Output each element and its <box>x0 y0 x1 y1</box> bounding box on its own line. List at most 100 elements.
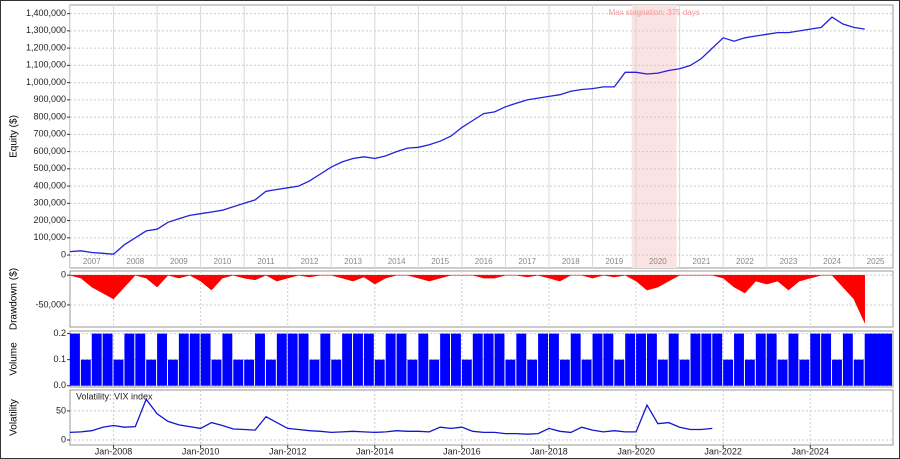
year-label: 2019 <box>605 257 623 266</box>
x-tick-label: Jan-2016 <box>443 446 481 456</box>
volume-bar <box>614 359 625 386</box>
volume-bar <box>157 333 167 386</box>
volume-bar <box>483 333 494 386</box>
volume-bar <box>91 333 102 386</box>
volume-bar <box>461 359 472 386</box>
annotation: Max stagnation: 375 days <box>609 8 700 17</box>
y-tick-label: 300,000 <box>33 198 66 208</box>
volume-bar <box>429 359 440 386</box>
line <box>70 397 713 435</box>
y-tick-label: 800,000 <box>33 111 66 121</box>
volume-bar <box>374 359 385 386</box>
year-label: 2007 <box>83 257 101 266</box>
volume-bar <box>494 333 505 386</box>
volume-bar <box>832 359 842 386</box>
volume-bar <box>298 333 309 386</box>
volume-bar <box>516 333 527 386</box>
volume-bar <box>712 333 723 386</box>
plot-area <box>69 389 894 446</box>
volume-bar <box>276 333 287 386</box>
year-label: 2010 <box>214 257 232 266</box>
volume-bar <box>113 359 124 386</box>
year-label: 2024 <box>823 257 841 266</box>
volume-bar <box>581 359 592 386</box>
volume-bar <box>265 359 276 386</box>
y-tick-label: 0 <box>61 270 66 280</box>
volume-bar <box>679 359 690 386</box>
volume-bar <box>668 333 679 386</box>
year-label: 2020 <box>649 257 667 266</box>
volume-bar <box>80 359 91 386</box>
volume-bar <box>777 359 788 386</box>
x-tick-label: Jan-2024 <box>791 446 829 456</box>
volume-bar <box>102 333 113 386</box>
x-tick-label: Jan-2010 <box>182 446 220 456</box>
volume-bar <box>701 333 712 386</box>
volume-bar <box>331 359 342 386</box>
volume-bar <box>233 359 244 386</box>
volume-bar <box>853 359 864 386</box>
y-tick-label: 1,300,000 <box>26 25 66 35</box>
volume-bar <box>124 333 135 386</box>
volume-bar <box>734 333 744 386</box>
volume-bar <box>407 359 418 386</box>
year-label: 2015 <box>431 257 449 266</box>
y-tick-label: 0 <box>61 434 66 444</box>
volume-bar <box>342 333 353 386</box>
volume-bar <box>440 333 451 386</box>
x-tick-label: Jan-2012 <box>269 446 307 456</box>
volume-bar <box>548 333 559 386</box>
y-tick-label: 900,000 <box>33 94 66 104</box>
plot <box>70 331 893 387</box>
y-tick-label: 500,000 <box>33 163 66 173</box>
volume-bar <box>167 359 178 386</box>
y-tick-label: 100,000 <box>33 232 66 242</box>
volume-bar <box>385 333 396 386</box>
x-tick-label: Jan-2022 <box>704 446 742 456</box>
volume-bar <box>363 333 374 386</box>
year-label: 2012 <box>301 257 319 266</box>
volume-bar <box>864 333 892 386</box>
y-tick-label: 1,400,000 <box>26 8 66 18</box>
volume-bar <box>625 333 636 386</box>
volume-bar <box>603 333 614 386</box>
y-axis-title: Volume <box>9 342 20 376</box>
volume-bar <box>755 333 766 386</box>
volume-bar <box>472 333 483 386</box>
volume-bar <box>309 359 320 386</box>
volume-bar <box>527 359 538 386</box>
y-tick-label: 0.1 <box>53 354 66 364</box>
y-tick-label: 600,000 <box>33 146 66 156</box>
volume-bar <box>200 333 211 386</box>
y-tick-label: 0.2 <box>53 328 66 338</box>
volume-bar <box>744 359 755 386</box>
year-label: 2021 <box>693 257 711 266</box>
y-axis-title: Volatility <box>9 399 20 436</box>
volume-bar <box>178 333 189 386</box>
volume-bar <box>211 359 222 386</box>
y-tick-label: 200,000 <box>33 215 66 225</box>
y-tick-label: 0 <box>61 249 66 259</box>
volume-bar <box>222 333 233 386</box>
y-tick-label: 1,000,000 <box>26 77 66 87</box>
y-tick-label: -50,000 <box>35 299 66 309</box>
volume-bar <box>592 333 603 386</box>
volume-bar <box>396 333 407 386</box>
volume-bar <box>842 333 853 386</box>
volume-bar <box>244 359 255 386</box>
x-tick-label: Jan-2020 <box>617 446 655 456</box>
year-label: 2018 <box>562 257 580 266</box>
volume-bar <box>788 333 799 386</box>
year-label: 2016 <box>475 257 493 266</box>
volume-bar <box>70 333 80 386</box>
year-label: 2009 <box>170 257 188 266</box>
year-label: 2023 <box>780 257 798 266</box>
drawdown-area <box>70 274 865 323</box>
y-tick-label: 1,200,000 <box>26 42 66 52</box>
volume-bar <box>799 359 810 386</box>
year-label: 2014 <box>388 257 406 266</box>
volume-bar <box>636 333 646 386</box>
volume-bar <box>657 359 668 386</box>
volume-bar <box>810 333 821 386</box>
